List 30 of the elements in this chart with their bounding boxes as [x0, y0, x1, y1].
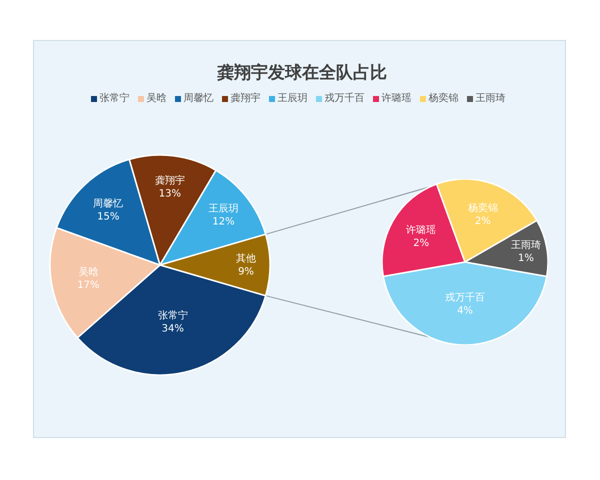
- slice-label: 许璐瑶: [406, 224, 436, 236]
- data-label: 2%: [474, 216, 491, 228]
- data-label: 17%: [77, 280, 100, 292]
- slice-label: 杨奕锦: [466, 202, 498, 214]
- data-label: 13%: [158, 188, 181, 200]
- data-label: 2%: [413, 238, 430, 250]
- legend-label: 杨奕锦: [428, 93, 458, 105]
- data-label: 1%: [518, 252, 534, 264]
- slice-label: 王雨琦: [510, 238, 541, 251]
- chart-title: 龚翔宇发球在全队占比: [217, 62, 387, 83]
- slice-label: 其他: [236, 252, 256, 264]
- slice-label: 周馨忆: [93, 197, 124, 210]
- slice-label: 吴晗: [78, 266, 98, 278]
- data-label: 4%: [457, 305, 473, 316]
- data-label: 12%: [212, 216, 235, 228]
- legend-label: 张常宁: [100, 93, 130, 105]
- slice-label: 王辰玥: [208, 204, 239, 215]
- slice-label: 张常宁: [158, 310, 188, 322]
- legend-label: 许璐瑶: [382, 93, 412, 105]
- legend-label: 龚翔宇: [230, 93, 260, 105]
- slice-label: 龚翔宇: [154, 174, 185, 186]
- legend-label: 周馨忆: [184, 93, 214, 105]
- data-label: 9%: [238, 266, 254, 278]
- slice-label: 戎万千百: [445, 291, 485, 304]
- legend-label: 王雨琦: [476, 93, 506, 105]
- legend-label: 戎万千百: [324, 93, 364, 105]
- data-label: 34%: [162, 324, 184, 335]
- data-label: 15%: [97, 211, 120, 222]
- legend-label: 王辰玥: [278, 93, 308, 105]
- legend-label: 吴晗: [146, 93, 166, 105]
